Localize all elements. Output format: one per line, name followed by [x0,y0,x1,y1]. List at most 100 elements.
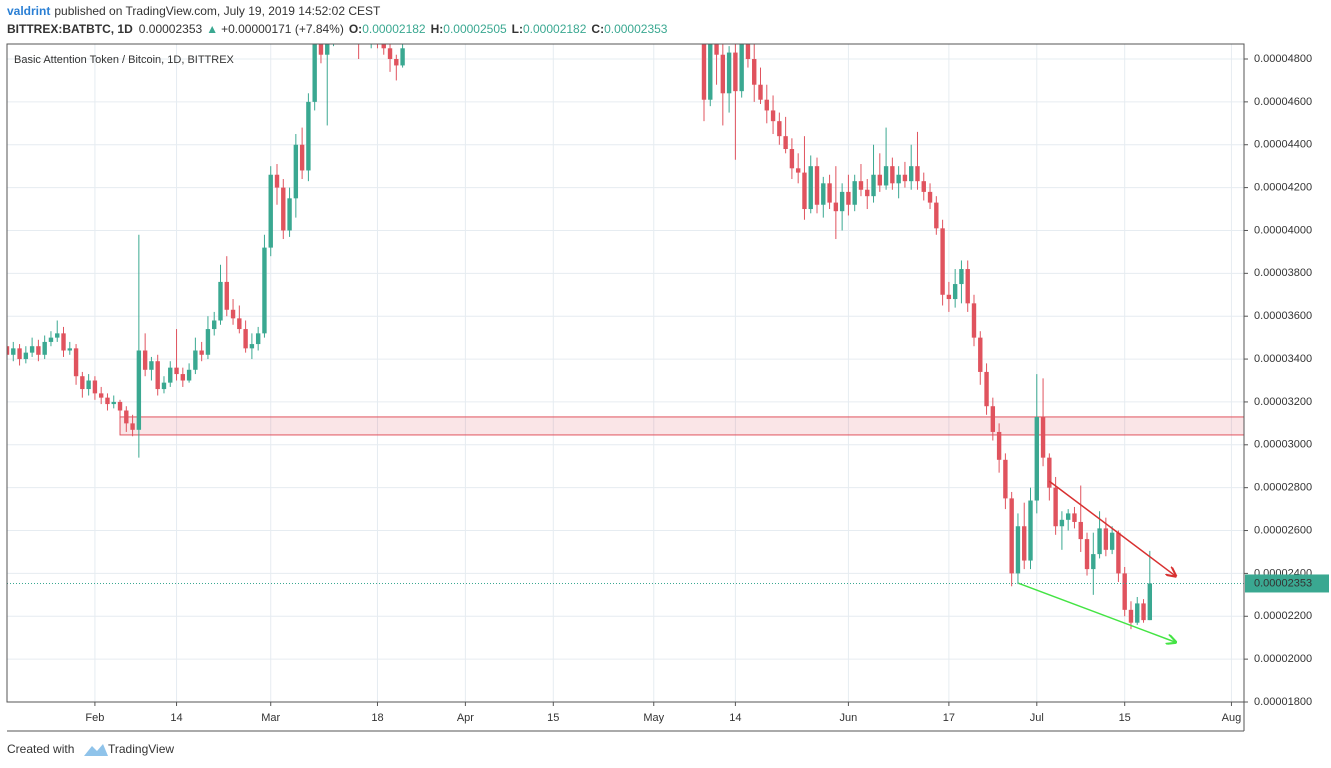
candle-body [243,329,248,349]
x-tick-label: May [643,712,664,724]
candle-body [909,166,914,182]
candle-body [73,348,79,377]
candle-body [921,181,926,192]
candle-body [17,348,22,360]
published: published on TradingView.com, July 19, 2… [54,4,381,18]
y-tick-label: 0.00004800 [1254,53,1312,65]
candle-body [726,52,732,94]
candle-body [48,337,54,342]
candle-body [745,44,751,60]
candle-body [789,149,795,169]
author: valdrint [7,4,50,18]
x-tick-label: 14 [170,712,182,724]
y-tick-label: 0.00004000 [1254,224,1312,236]
candle-body [1053,487,1058,527]
candle-body [312,44,317,102]
candle-body [80,376,85,390]
y-tick-label: 0.00002200 [1254,610,1312,622]
candle-body [249,344,255,349]
candle-body [877,174,883,186]
o-label: O: [349,22,362,36]
candle-body [959,269,964,285]
candle-body [23,352,29,360]
candle-body [802,172,807,210]
candle-body [1141,603,1146,621]
candle-body [1122,573,1127,610]
chart-title: Basic Attention Token / Bitcoin, 1D, BIT… [14,54,235,66]
candle-body [1059,519,1065,527]
change: +0.00000171 (+7.84%) [221,22,344,36]
last-price-label: 0.00002353 [1254,577,1312,589]
candle-body [896,174,901,184]
candle-body [984,371,989,407]
candle-body [821,183,826,205]
candle-body [274,174,280,188]
x-tick-label: 17 [943,712,955,724]
candle-body [212,320,217,330]
header-line: valdrint published on TradingView.com, Ju… [7,4,381,18]
candle-body [136,350,142,430]
candle-body [1009,498,1014,574]
candle-body [199,350,204,355]
candle-body [205,329,211,355]
y-tick-label: 0.00003200 [1254,396,1312,408]
symbol: BITTREX:BATBTC, 1D [7,22,133,36]
y-tick-label: 0.00004600 [1254,96,1312,108]
candle-body [174,367,179,375]
candle-body [1091,554,1096,570]
axes: 0.000018000.000020000.000022000.00002400… [85,53,1329,724]
candle-body [1047,457,1052,488]
candle-body [293,144,299,199]
candle-body [965,269,970,304]
candle-body [902,174,908,182]
candle-body [130,423,135,430]
trend-line [1017,582,1175,642]
x-tick-label: 14 [729,712,741,724]
candle-body [306,101,311,171]
candle-body [990,406,996,432]
candle-body [971,303,977,338]
candle-body [1015,526,1021,574]
candle-body [387,48,393,60]
candle-body [155,361,160,390]
candle-body [783,136,788,150]
footer-text: Created with [7,742,74,756]
candle-body [946,294,952,300]
candle-body [1147,583,1153,621]
footer-brand[interactable]: TradingView [108,742,174,756]
candle-body [1109,532,1115,550]
x-tick-label: Apr [457,712,474,724]
candle-body [7,346,10,355]
candle-body [1003,459,1008,499]
candle-body [827,183,832,203]
candle-body [55,333,60,338]
candle-body [1103,528,1109,550]
y-tick-label: 0.00003800 [1254,267,1312,279]
candle-body [952,284,958,300]
candle-body [281,187,286,231]
candle-body [168,367,173,383]
y-tick-label: 0.00002000 [1254,653,1312,665]
x-tick-label: 18 [371,712,383,724]
last-price-box [1245,574,1329,593]
candle-body [299,144,305,171]
candle-body [846,191,851,205]
x-tick-label: Jun [840,712,858,724]
candle-body [180,374,186,381]
candle-body [758,84,763,100]
candle-body [325,44,330,55]
candle-body [1028,500,1033,561]
candle-body [808,166,813,210]
candle-body [149,361,154,370]
candle-body [940,228,945,295]
trend-line [1048,480,1175,575]
candle-body [1135,603,1140,623]
candle-body [764,99,769,111]
candle-body [105,397,110,405]
candle-body [111,401,116,405]
candle-body [98,393,104,398]
candle-body [871,174,876,197]
candle-body [86,380,91,390]
